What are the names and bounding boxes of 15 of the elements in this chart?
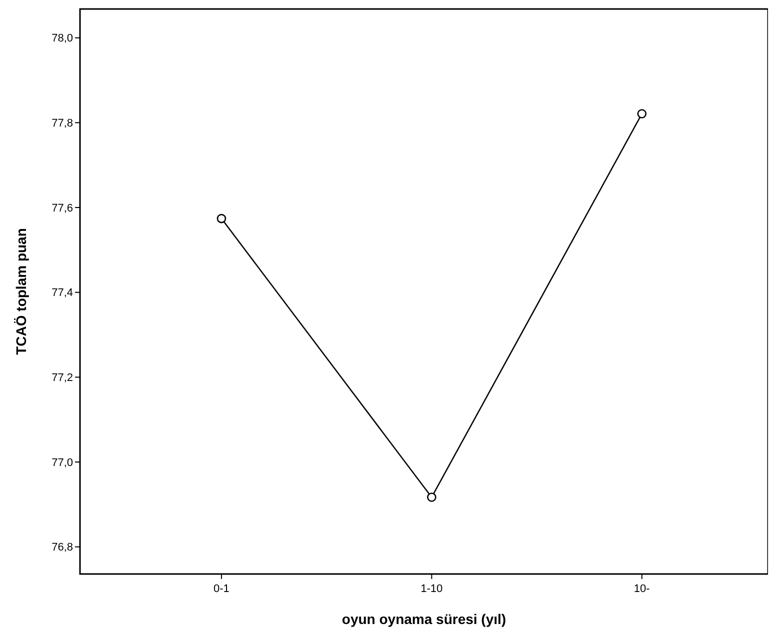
x-tick-label: 0-1 bbox=[214, 583, 230, 595]
point bbox=[427, 492, 436, 502]
y-tick-label: 77,8 bbox=[52, 118, 73, 130]
x-axis-title: oyun oynama süresi (yıl) bbox=[342, 611, 506, 627]
y-tick-label: 77,4 bbox=[52, 287, 73, 300]
y-tick-label: 77,2 bbox=[52, 372, 73, 384]
point bbox=[216, 214, 226, 224]
y-tick-label: 76,8 bbox=[52, 542, 73, 554]
point bbox=[637, 109, 647, 118]
x-tick-label: 10- bbox=[634, 583, 650, 595]
y-axis-title: TCAÖ toplam puan bbox=[13, 228, 29, 355]
y-tick-label: 77,6 bbox=[52, 202, 73, 214]
x-tick-label: 1-10 bbox=[420, 583, 443, 595]
y-tick-label: 78,0 bbox=[52, 32, 73, 45]
y-tick-label: 77,0 bbox=[52, 456, 73, 469]
